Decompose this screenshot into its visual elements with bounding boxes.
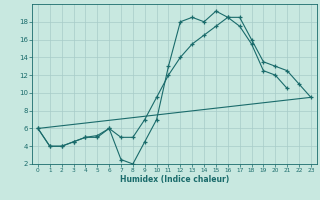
X-axis label: Humidex (Indice chaleur): Humidex (Indice chaleur) bbox=[120, 175, 229, 184]
